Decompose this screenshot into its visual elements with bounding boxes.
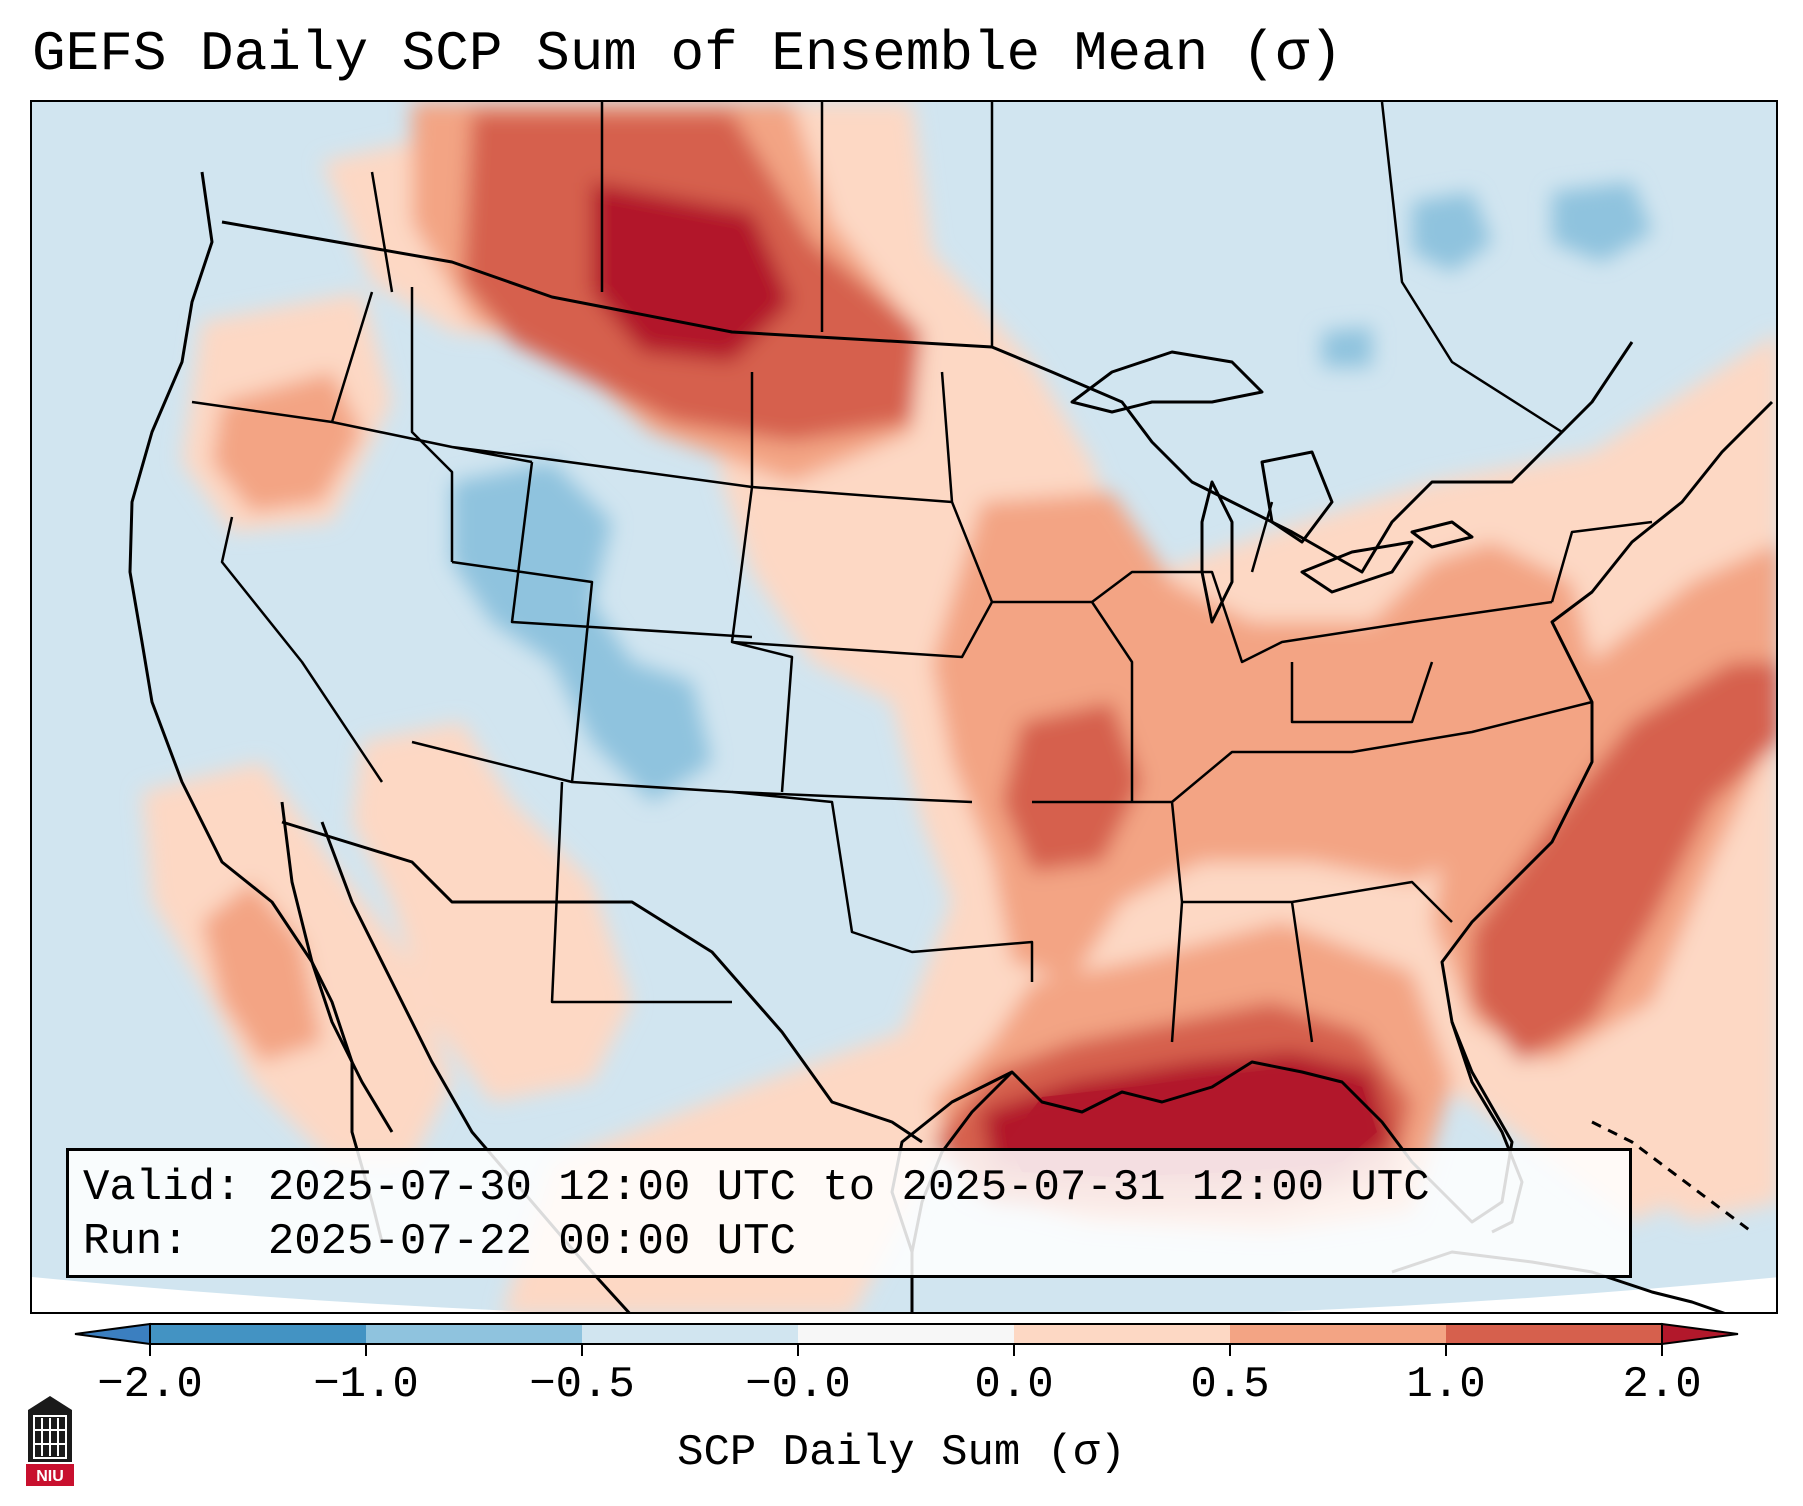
colorbar-bin-4 <box>1014 1324 1230 1344</box>
field-0.5-1.0-baja <box>202 882 322 1062</box>
colorbar-tick-label: −2.0 <box>97 1360 203 1410</box>
colorbar-bin-2 <box>582 1324 798 1344</box>
valid-time-text: Valid: 2025-07-30 12:00 UTC to 2025-07-3… <box>83 1163 1430 1213</box>
niu-logo: NIU <box>26 1396 74 1486</box>
lake-michigan <box>1200 480 1234 624</box>
field-0-0.5-atlantic <box>1592 1002 1776 1222</box>
bahamas <box>1591 1120 1753 1234</box>
lake-ontario <box>1410 520 1474 549</box>
colorbar-extend-low <box>74 1322 151 1346</box>
colorbar-tick-marks <box>149 1344 1663 1356</box>
colorbar-bin-3 <box>798 1324 1014 1344</box>
colorbar-tick-label: 1.0 <box>1406 1360 1486 1410</box>
field-neg-utah-wyoming <box>452 462 712 802</box>
colorbar-tick-label: −0.5 <box>529 1360 635 1410</box>
field-neg-hudson <box>1322 327 1372 367</box>
colorbar-tick-label: −0.0 <box>745 1360 851 1410</box>
anomaly-field <box>142 102 1776 1312</box>
field-neg-labrador <box>1552 182 1652 262</box>
colorbar-bin-1 <box>366 1324 582 1344</box>
valid-time-box: Valid: 2025-07-30 12:00 UTC to 2025-07-3… <box>66 1148 1632 1278</box>
field-0-0.5-southwest <box>352 722 632 1102</box>
map-svg <box>32 102 1776 1312</box>
chart-title: GEFS Daily SCP Sum of Ensemble Mean (σ) <box>32 22 1343 86</box>
colorbar-bin-6 <box>1446 1324 1662 1344</box>
run-time-text: Run: 2025-07-22 00:00 UTC <box>83 1217 796 1267</box>
us-mexico-border <box>281 820 923 1144</box>
lake-erie <box>1300 540 1414 594</box>
colorbar-title: SCP Daily Sum (σ) <box>677 1428 1126 1478</box>
colorbar-tick-label: 0.5 <box>1190 1360 1270 1410</box>
baja-california <box>280 801 394 1133</box>
pacific-coastline <box>128 171 384 1243</box>
logo-text: NIU <box>36 1468 64 1485</box>
colorbar-bin-5 <box>1230 1324 1446 1344</box>
colorbar-tick-label: 2.0 <box>1622 1360 1702 1410</box>
map-panel <box>30 100 1778 1314</box>
us-canada-border <box>221 220 1634 574</box>
field-1.0-2.0-arkansas <box>1002 702 1142 872</box>
field-1.0-2.0-carolina-offshore <box>1472 662 1776 1062</box>
colorbar-tick-label: −1.0 <box>313 1360 419 1410</box>
state-lines <box>191 287 1653 1043</box>
lake-superior <box>1070 350 1264 414</box>
colorbar-extend-high <box>1661 1322 1739 1346</box>
field-neg-quebec <box>1412 192 1492 272</box>
colorbar <box>74 1322 1739 1356</box>
colorbar-bin-0 <box>150 1324 366 1344</box>
field-0.5-1.0-west <box>212 372 362 512</box>
province-lines <box>370 102 1563 434</box>
field-gt2-montana <box>592 182 792 362</box>
colorbar-tick-label: 0.0 <box>974 1360 1054 1410</box>
university-tower-icon <box>28 1396 72 1462</box>
colorbar-frame <box>149 1323 1663 1345</box>
